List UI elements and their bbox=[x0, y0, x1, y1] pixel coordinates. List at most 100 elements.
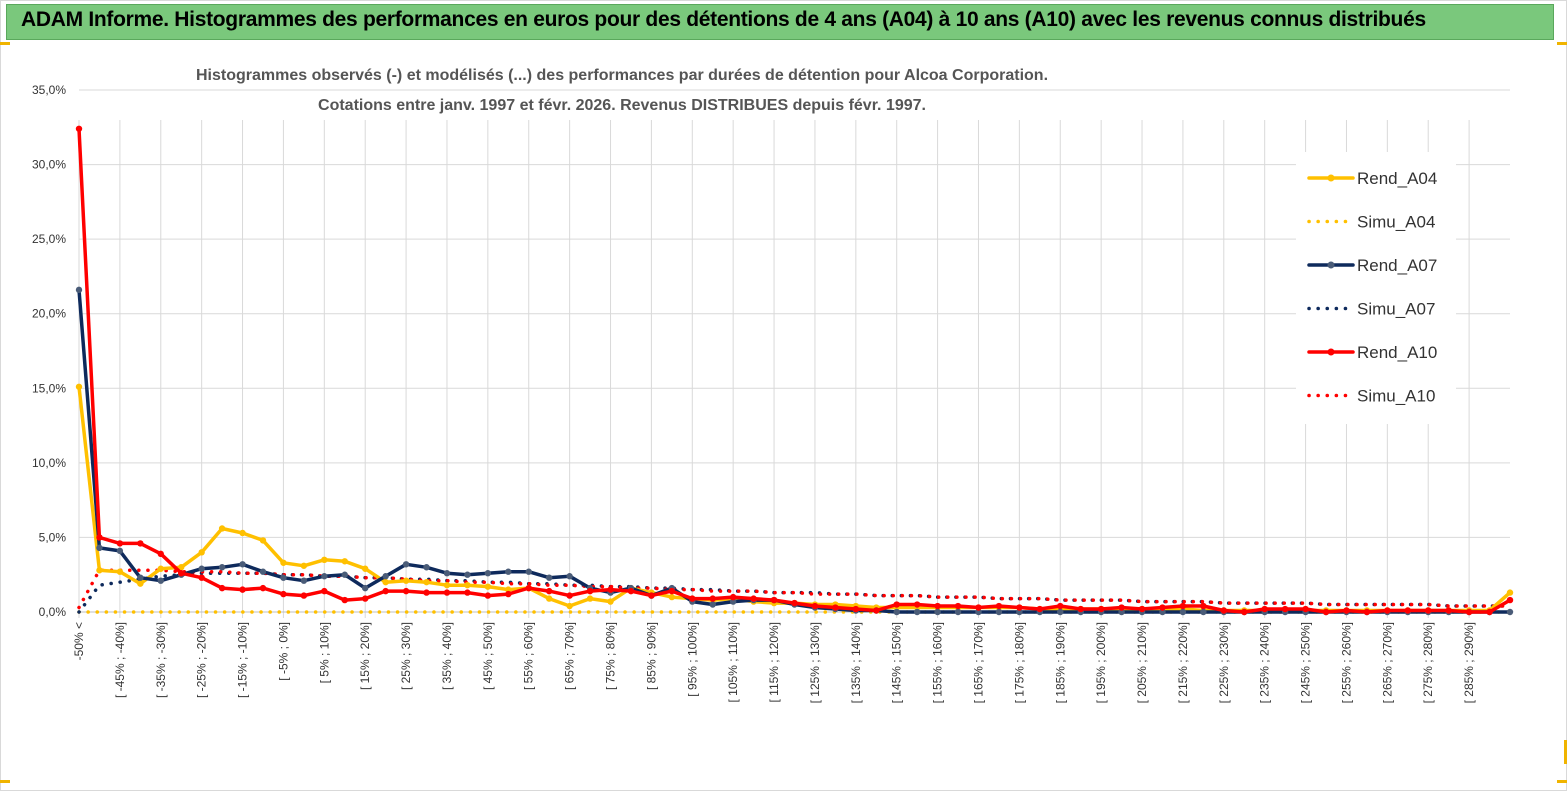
data-point bbox=[995, 608, 1003, 616]
x-tick-label: [ 275% ; 280%] bbox=[1421, 622, 1435, 703]
data-point bbox=[280, 590, 287, 598]
data-point bbox=[1057, 608, 1064, 616]
x-tick-label: [ 255% ; 260%] bbox=[1339, 622, 1353, 703]
series-line bbox=[77, 385, 1512, 613]
corner-mark-side-right bbox=[1554, 740, 1567, 764]
corner-mark-bottom-right bbox=[1557, 770, 1567, 783]
x-tick-label: [ -45% ; -40%] bbox=[113, 622, 127, 698]
data-point bbox=[321, 556, 328, 563]
data-point bbox=[525, 568, 532, 575]
data-point bbox=[566, 592, 573, 599]
data-point bbox=[116, 547, 124, 555]
data-point bbox=[239, 586, 246, 593]
x-tick-label: [ 5% ; 10%] bbox=[317, 622, 331, 683]
data-point bbox=[259, 568, 267, 575]
data-point bbox=[75, 383, 83, 390]
data-point bbox=[116, 540, 124, 547]
data-point bbox=[484, 583, 492, 590]
data-point bbox=[505, 590, 512, 598]
data-point bbox=[770, 596, 778, 604]
data-point bbox=[443, 570, 451, 577]
data-point bbox=[750, 595, 757, 602]
data-point bbox=[913, 608, 921, 616]
data-point bbox=[157, 577, 164, 584]
data-point bbox=[689, 595, 696, 602]
chart-subtitle-line-2: Cotations entre janv. 1997 et févr. 2026… bbox=[318, 97, 926, 114]
data-point bbox=[484, 592, 492, 599]
data-point bbox=[137, 540, 144, 547]
data-point bbox=[116, 568, 124, 575]
data-point bbox=[791, 599, 798, 607]
legend-label: Rend_A10 bbox=[1357, 343, 1437, 362]
x-tick-label: [ 15% ; 20%] bbox=[358, 622, 372, 690]
data-point bbox=[913, 601, 921, 608]
data-point bbox=[954, 608, 962, 616]
series-lines bbox=[75, 125, 1514, 616]
x-tick-label: [ 205% ; 210%] bbox=[1135, 622, 1149, 703]
data-point bbox=[259, 537, 267, 544]
data-point bbox=[341, 558, 348, 565]
data-point bbox=[402, 561, 410, 568]
y-tick-label: 20,0% bbox=[32, 307, 66, 321]
data-point bbox=[382, 573, 389, 580]
data-point bbox=[259, 584, 267, 592]
x-tick-label: -50% < bbox=[72, 622, 86, 660]
legend-item-Simu_A04: Simu_A04 bbox=[1307, 213, 1435, 232]
data-point bbox=[178, 564, 185, 571]
data-point bbox=[75, 286, 83, 294]
data-point bbox=[1097, 605, 1105, 613]
data-point bbox=[198, 574, 205, 581]
data-point bbox=[1077, 605, 1084, 613]
data-point bbox=[362, 595, 369, 602]
data-point bbox=[709, 601, 716, 608]
x-tick-label: [ 155% ; 160%] bbox=[931, 622, 945, 703]
data-point bbox=[954, 602, 962, 610]
data-point bbox=[1404, 607, 1411, 614]
data-point bbox=[484, 570, 492, 577]
x-tick-label: [ 265% ; 270%] bbox=[1380, 622, 1394, 703]
data-point bbox=[1506, 608, 1514, 616]
x-tick-label: [ 245% ; 250%] bbox=[1299, 622, 1313, 703]
data-point bbox=[157, 550, 164, 558]
data-point bbox=[648, 592, 655, 599]
data-point bbox=[1465, 608, 1473, 616]
data-point bbox=[852, 605, 860, 613]
data-point bbox=[341, 596, 348, 604]
data-point bbox=[566, 573, 573, 580]
data-point bbox=[1384, 607, 1391, 614]
report-title: ADAM Informe. Histogrammes des performan… bbox=[21, 8, 1426, 31]
data-point bbox=[832, 604, 839, 611]
data-point bbox=[545, 587, 553, 595]
series-line bbox=[77, 127, 1512, 614]
y-tick-label: 35,0% bbox=[32, 83, 66, 97]
data-point bbox=[96, 534, 103, 541]
y-tick-label: 0,0% bbox=[39, 605, 67, 619]
data-point bbox=[423, 578, 430, 586]
legend-marker bbox=[1327, 174, 1335, 182]
data-point bbox=[321, 573, 328, 580]
y-tick-label: 15,0% bbox=[32, 381, 66, 395]
data-point bbox=[300, 577, 308, 584]
series-line bbox=[77, 568, 1512, 610]
data-point bbox=[198, 549, 205, 556]
y-tick-label: 5,0% bbox=[39, 530, 67, 544]
x-tick-label: [ 225% ; 230%] bbox=[1217, 622, 1231, 703]
data-point bbox=[1425, 607, 1432, 614]
legend-item-Simu_A07: Simu_A07 bbox=[1307, 300, 1435, 319]
data-point bbox=[218, 564, 226, 571]
x-tick-label: [ -5% ; 0%] bbox=[276, 622, 290, 681]
data-point bbox=[280, 559, 287, 566]
data-point bbox=[729, 593, 737, 601]
data-point bbox=[1200, 602, 1207, 610]
corner-mark-bottom-left bbox=[0, 770, 10, 783]
data-point bbox=[729, 598, 737, 605]
legend-item-Rend_A07: Rend_A07 bbox=[1307, 256, 1437, 275]
x-tick-label: [ 35% ; 40%] bbox=[440, 622, 454, 690]
data-point bbox=[1036, 605, 1044, 613]
data-point bbox=[464, 581, 471, 589]
data-point bbox=[1486, 608, 1493, 616]
legend-label: Simu_A10 bbox=[1357, 387, 1435, 406]
data-point bbox=[1138, 605, 1146, 613]
x-tick-label: [ 45% ; 50%] bbox=[481, 622, 495, 690]
y-tick-label: 25,0% bbox=[32, 232, 66, 246]
